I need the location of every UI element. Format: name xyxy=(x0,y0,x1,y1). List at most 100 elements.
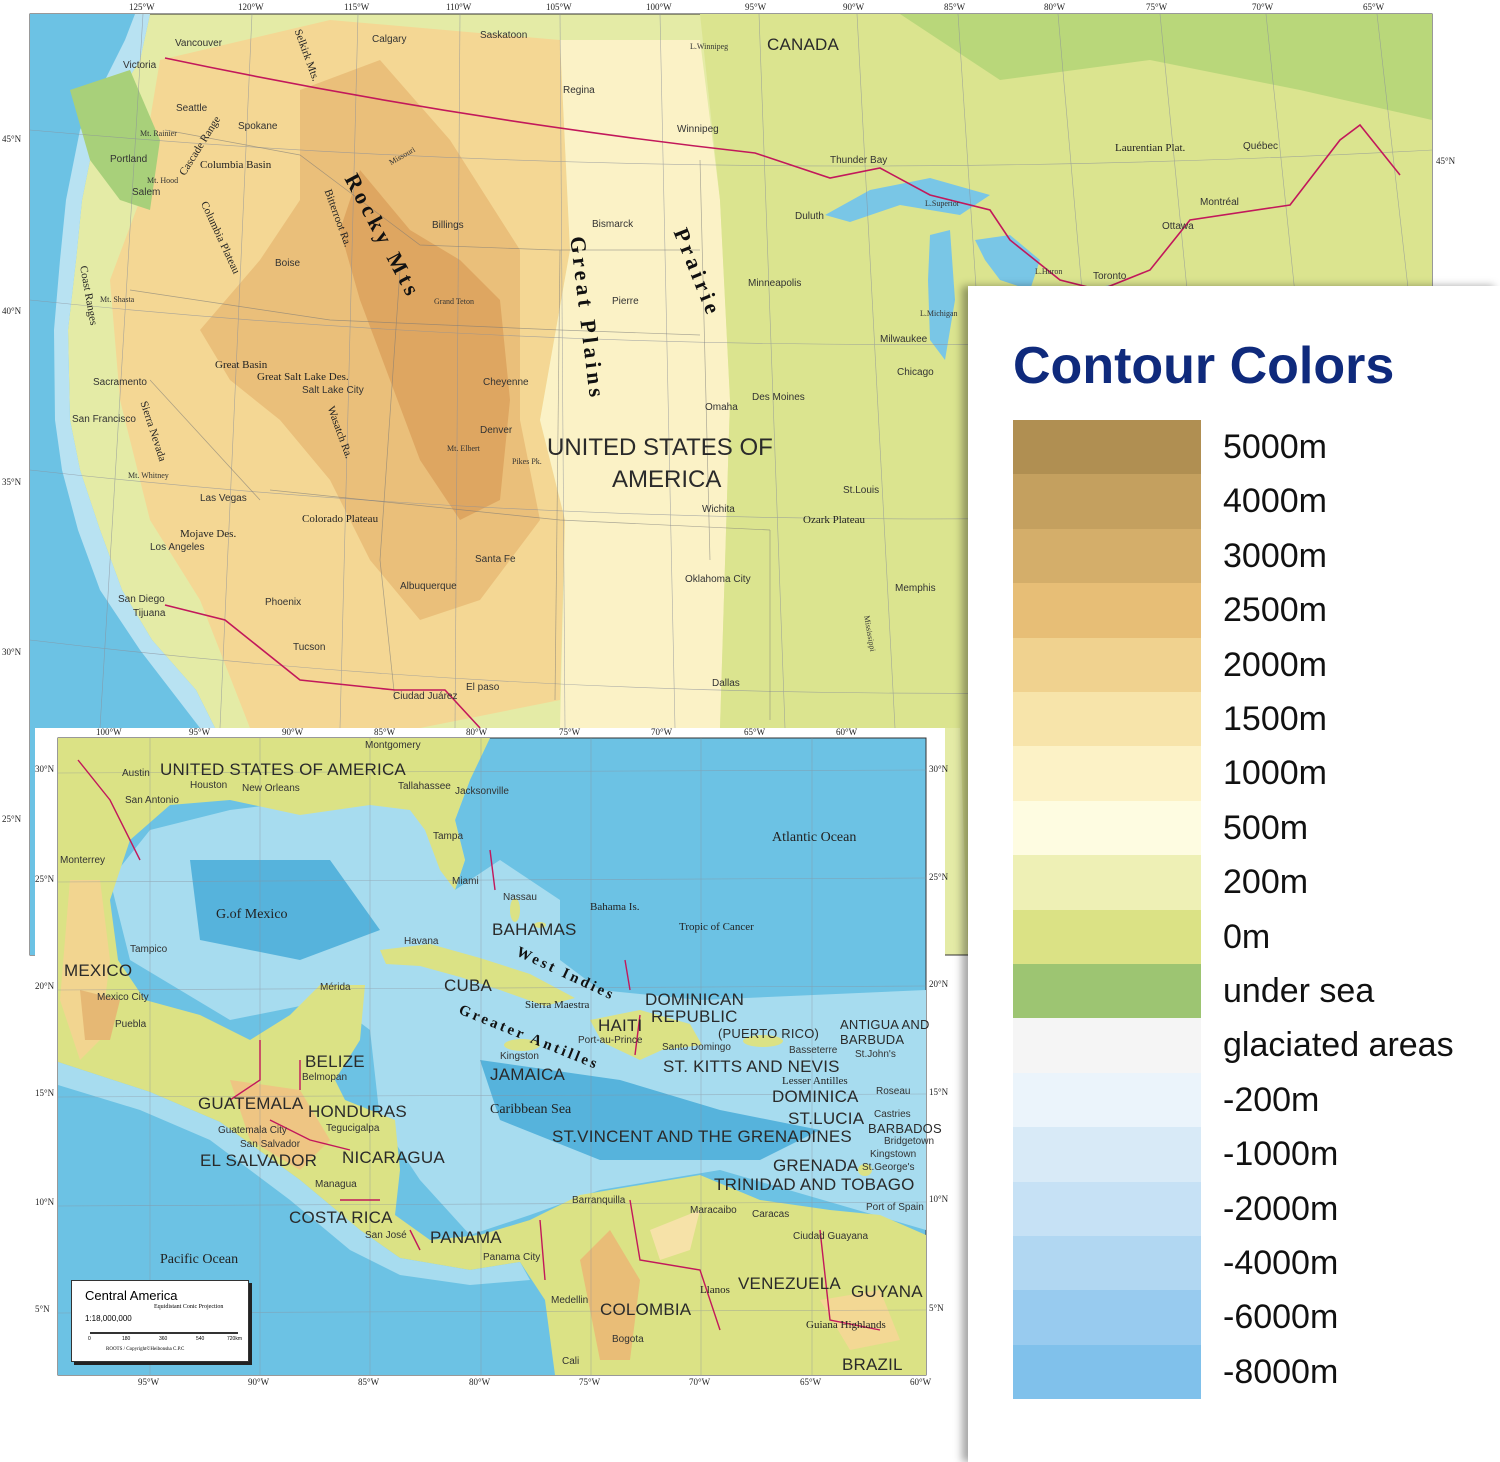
city-label: New Orleans xyxy=(242,783,300,794)
longitude-label: 115°W xyxy=(344,2,370,12)
city-label: Medellin xyxy=(551,1295,589,1306)
city-label: Boise xyxy=(275,258,301,269)
region-label: Guiana Highlands xyxy=(806,1319,886,1331)
region-label: Mojave Des. xyxy=(180,528,237,540)
longitude-label: 95°W xyxy=(138,1377,160,1387)
city-label: Saskatoon xyxy=(480,30,528,41)
city-label: Winnipeg xyxy=(677,124,719,135)
lake-huron xyxy=(975,235,1040,290)
copyright: ROOTS / Copyright©Heibonsha C.P.C xyxy=(106,1347,185,1352)
region-label: Pikes Pk. xyxy=(512,457,542,466)
legend-title: Contour Colors xyxy=(1013,337,1395,395)
region-label: Columbia Basin xyxy=(200,159,272,171)
scale-tick: 540 xyxy=(196,1336,205,1342)
inset-title: Central America xyxy=(85,1288,178,1303)
city-label: Wichita xyxy=(702,504,735,515)
country-label: COLOMBIA xyxy=(600,1300,692,1319)
longitude-label: 90°W xyxy=(843,2,865,12)
legend-label: -8000m xyxy=(1223,1352,1339,1391)
city-label: Salt Lake City xyxy=(302,385,364,396)
city-label: Santa Fe xyxy=(475,554,516,565)
region-label: Atlantic Ocean xyxy=(772,830,857,845)
longitude-label: 90°W xyxy=(282,727,304,737)
city-label: Tijuana xyxy=(133,608,166,619)
country-label: GUATEMALA xyxy=(198,1094,304,1113)
legend-swatch xyxy=(1013,474,1201,529)
legend-swatch xyxy=(1013,1072,1201,1128)
region-label: Great Basin xyxy=(215,359,268,371)
longitude-label: 70°W xyxy=(651,727,673,737)
projection-text: Equidistant Conic Projection xyxy=(154,1304,224,1310)
cuba xyxy=(380,944,575,1006)
longitude-label: 75°W xyxy=(579,1377,601,1387)
region-label: Great Salt Lake Des. xyxy=(257,371,349,383)
latitude-label: 5°N xyxy=(35,1304,50,1314)
region-label: Mt. Hood xyxy=(147,176,179,185)
city-label: Chicago xyxy=(897,367,934,378)
city-label: Basseterre xyxy=(789,1045,838,1056)
latitude-label: 15°N xyxy=(929,1087,949,1097)
country-label: HAITI xyxy=(598,1016,643,1035)
country-label: CANADA xyxy=(767,35,840,54)
longitude-label: 85°W xyxy=(374,727,396,737)
region-label: Colorado Plateau xyxy=(302,513,379,525)
city-label: Tampico xyxy=(130,944,168,955)
latitude-label: 40°N xyxy=(2,306,22,316)
legend-label: 2500m xyxy=(1223,591,1327,630)
country-label: BAHAMAS xyxy=(492,920,577,939)
city-label: Omaha xyxy=(705,402,738,413)
city-label: San Antonio xyxy=(125,795,179,806)
legend-label: 3000m xyxy=(1223,536,1327,575)
city-label: Maracaibo xyxy=(690,1205,737,1216)
scale-bar xyxy=(90,1332,238,1334)
city-label: Castries xyxy=(874,1109,911,1120)
city-label: Belmopan xyxy=(302,1072,348,1083)
latitude-label: 45°N xyxy=(2,134,22,144)
city-label: Montgomery xyxy=(365,740,421,751)
city-label: Tallahassee xyxy=(398,781,451,792)
city-label: Thunder Bay xyxy=(830,155,888,166)
us-mexico-border xyxy=(164,604,481,729)
city-label: Phoenix xyxy=(265,597,302,608)
city-label: San Salvador xyxy=(240,1139,301,1150)
latitude-label: 30°N xyxy=(35,764,55,774)
country-label: (PUERTO RICO) xyxy=(718,1026,820,1041)
legend-label: 1000m xyxy=(1223,754,1327,793)
country-label: ANTIGUA AND xyxy=(840,1017,930,1032)
city-label: Bridgetown xyxy=(884,1136,935,1147)
region-label: Lesser Antilles xyxy=(782,1075,848,1087)
state-lines xyxy=(129,129,771,720)
legend-swatch xyxy=(1013,1181,1201,1236)
city-label: Jacksonville xyxy=(455,786,509,797)
latitude-label: 5°N xyxy=(929,1303,944,1313)
legend-swatch xyxy=(1013,1344,1201,1400)
country-label: MEXICO xyxy=(64,961,133,980)
legend-label: glaciated areas xyxy=(1223,1026,1454,1065)
region-label: Grand Teton xyxy=(434,297,474,306)
legend-label: 0m xyxy=(1223,917,1271,956)
city-label: Kingston xyxy=(500,1051,539,1062)
city-label: Milwaukee xyxy=(880,334,928,345)
country-label: BRAZIL xyxy=(842,1355,903,1374)
legend-label: under sea xyxy=(1223,972,1375,1010)
longitude-label: 120°W xyxy=(238,2,264,12)
scale-tick: 180 xyxy=(122,1336,131,1342)
city-label: Bogota xyxy=(612,1334,644,1345)
region-label: Ozark Plateau xyxy=(803,514,865,526)
jamaica xyxy=(504,1039,540,1051)
city-label: Tucson xyxy=(293,642,326,653)
city-label: Albuquerque xyxy=(400,581,457,592)
longitude-label: 80°W xyxy=(469,1377,491,1387)
city-label: Austin xyxy=(122,768,150,779)
longitude-label: 65°W xyxy=(1363,2,1385,12)
city-label: Havana xyxy=(404,936,439,947)
latitude-label: 10°N xyxy=(929,1194,949,1204)
city-label: Panama City xyxy=(483,1252,541,1263)
latitude-label: 30°N xyxy=(929,764,949,774)
country-label: GRENADA xyxy=(773,1156,859,1175)
city-label: Roseau xyxy=(876,1086,911,1097)
longitude-label: 65°W xyxy=(800,1377,822,1387)
region-label: Mt. Elbert xyxy=(447,444,480,453)
longitude-label: 70°W xyxy=(689,1377,711,1387)
country-label: GUYANA xyxy=(851,1282,923,1301)
